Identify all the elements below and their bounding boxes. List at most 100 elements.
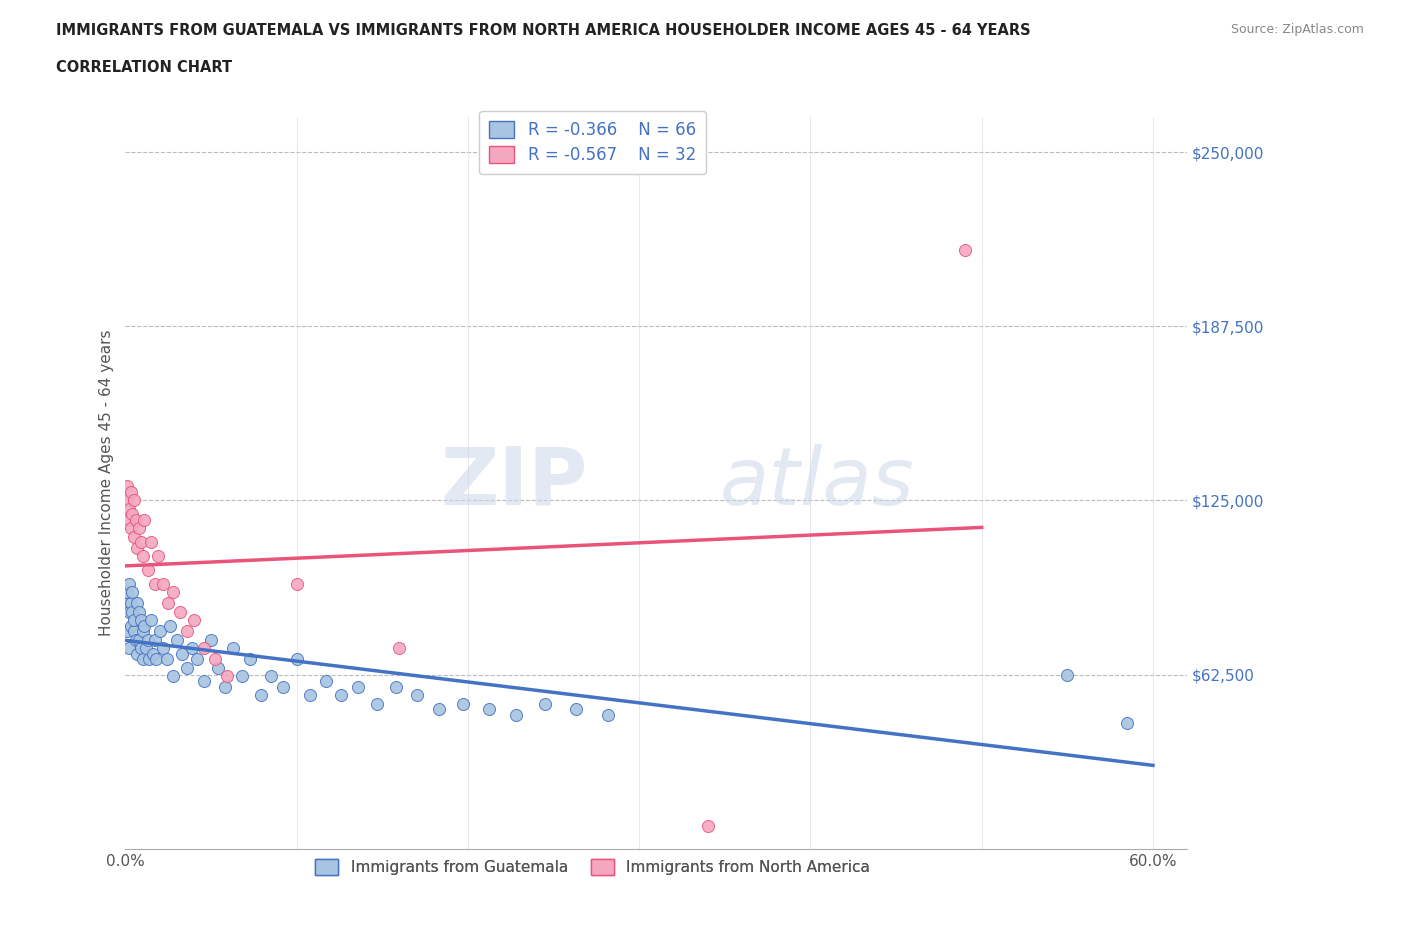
Point: [121, 604, 143, 619]
Point: [143, 632, 166, 647]
Point: [152, 577, 174, 591]
Point: [118, 604, 141, 619]
Point: [427, 702, 450, 717]
Point: [315, 674, 337, 689]
Point: [155, 652, 177, 667]
Point: [136, 563, 159, 578]
Point: [176, 660, 198, 675]
Point: [120, 596, 142, 611]
Point: [141, 535, 163, 550]
Point: [299, 688, 322, 703]
Point: [131, 624, 153, 639]
Point: [477, 702, 499, 717]
Point: [207, 660, 229, 675]
Text: CORRELATION CHART: CORRELATION CHART: [56, 60, 232, 75]
Point: [285, 577, 308, 591]
Point: [159, 618, 181, 633]
Point: [135, 641, 157, 656]
Point: [285, 652, 308, 667]
Point: [129, 641, 152, 656]
Point: [115, 585, 138, 600]
Point: [122, 493, 145, 508]
Point: [534, 697, 557, 711]
Point: [121, 585, 143, 600]
Point: [138, 652, 160, 667]
Point: [565, 702, 588, 717]
Point: [193, 641, 215, 656]
Point: [122, 613, 145, 628]
Point: [162, 585, 184, 600]
Point: [388, 641, 411, 656]
Point: [193, 674, 215, 689]
Point: [115, 624, 138, 639]
Point: [125, 632, 148, 647]
Point: [169, 604, 191, 619]
Point: [157, 596, 180, 611]
Point: [128, 521, 150, 536]
Point: [127, 596, 149, 611]
Point: [120, 485, 142, 499]
Point: [115, 479, 138, 494]
Point: [239, 652, 262, 667]
Point: [260, 669, 283, 684]
Text: IMMIGRANTS FROM GUATEMALA VS IMMIGRANTS FROM NORTH AMERICA HOUSEHOLDER INCOME AG: IMMIGRANTS FROM GUATEMALA VS IMMIGRANTS …: [56, 23, 1031, 38]
Point: [118, 641, 141, 656]
Point: [1056, 667, 1078, 682]
Point: [215, 669, 238, 684]
Point: [136, 632, 159, 647]
Point: [125, 512, 148, 527]
Point: [146, 549, 169, 564]
Point: [115, 493, 138, 508]
Point: [149, 624, 172, 639]
Point: [330, 688, 353, 703]
Point: [271, 680, 294, 695]
Point: [145, 652, 167, 667]
Point: [129, 613, 152, 628]
Point: [176, 624, 198, 639]
Point: [131, 652, 153, 667]
Point: [166, 632, 188, 647]
Point: [120, 618, 142, 633]
Point: [1116, 716, 1139, 731]
Point: [186, 652, 208, 667]
Point: [134, 512, 156, 527]
Point: [127, 646, 149, 661]
Y-axis label: Householder Income Ages 45 - 64 years: Householder Income Ages 45 - 64 years: [100, 330, 114, 636]
Point: [598, 708, 620, 723]
Point: [204, 652, 226, 667]
Point: [122, 624, 145, 639]
Point: [366, 697, 388, 711]
Text: atlas: atlas: [720, 444, 915, 522]
Point: [127, 540, 149, 555]
Point: [134, 618, 156, 633]
Point: [222, 641, 245, 656]
Text: Source: ZipAtlas.com: Source: ZipAtlas.com: [1230, 23, 1364, 36]
Point: [347, 680, 370, 695]
Point: [451, 697, 474, 711]
Point: [142, 646, 165, 661]
Point: [505, 708, 527, 723]
Point: [143, 577, 166, 591]
Point: [131, 549, 153, 564]
Point: [118, 512, 141, 527]
Point: [152, 641, 174, 656]
Point: [120, 521, 142, 536]
Point: [118, 501, 141, 516]
Point: [181, 641, 204, 656]
Point: [953, 242, 976, 257]
Text: ZIP: ZIP: [440, 444, 588, 522]
Point: [231, 669, 253, 684]
Point: [183, 613, 205, 628]
Point: [115, 596, 138, 611]
Point: [385, 680, 408, 695]
Point: [141, 613, 163, 628]
Point: [249, 688, 271, 703]
Point: [122, 529, 145, 544]
Point: [129, 535, 152, 550]
Point: [214, 680, 236, 695]
Point: [162, 669, 184, 684]
Point: [128, 604, 150, 619]
Point: [696, 819, 718, 834]
Legend: Immigrants from Guatemala, Immigrants from North America: Immigrants from Guatemala, Immigrants fr…: [309, 853, 876, 882]
Point: [121, 507, 143, 522]
